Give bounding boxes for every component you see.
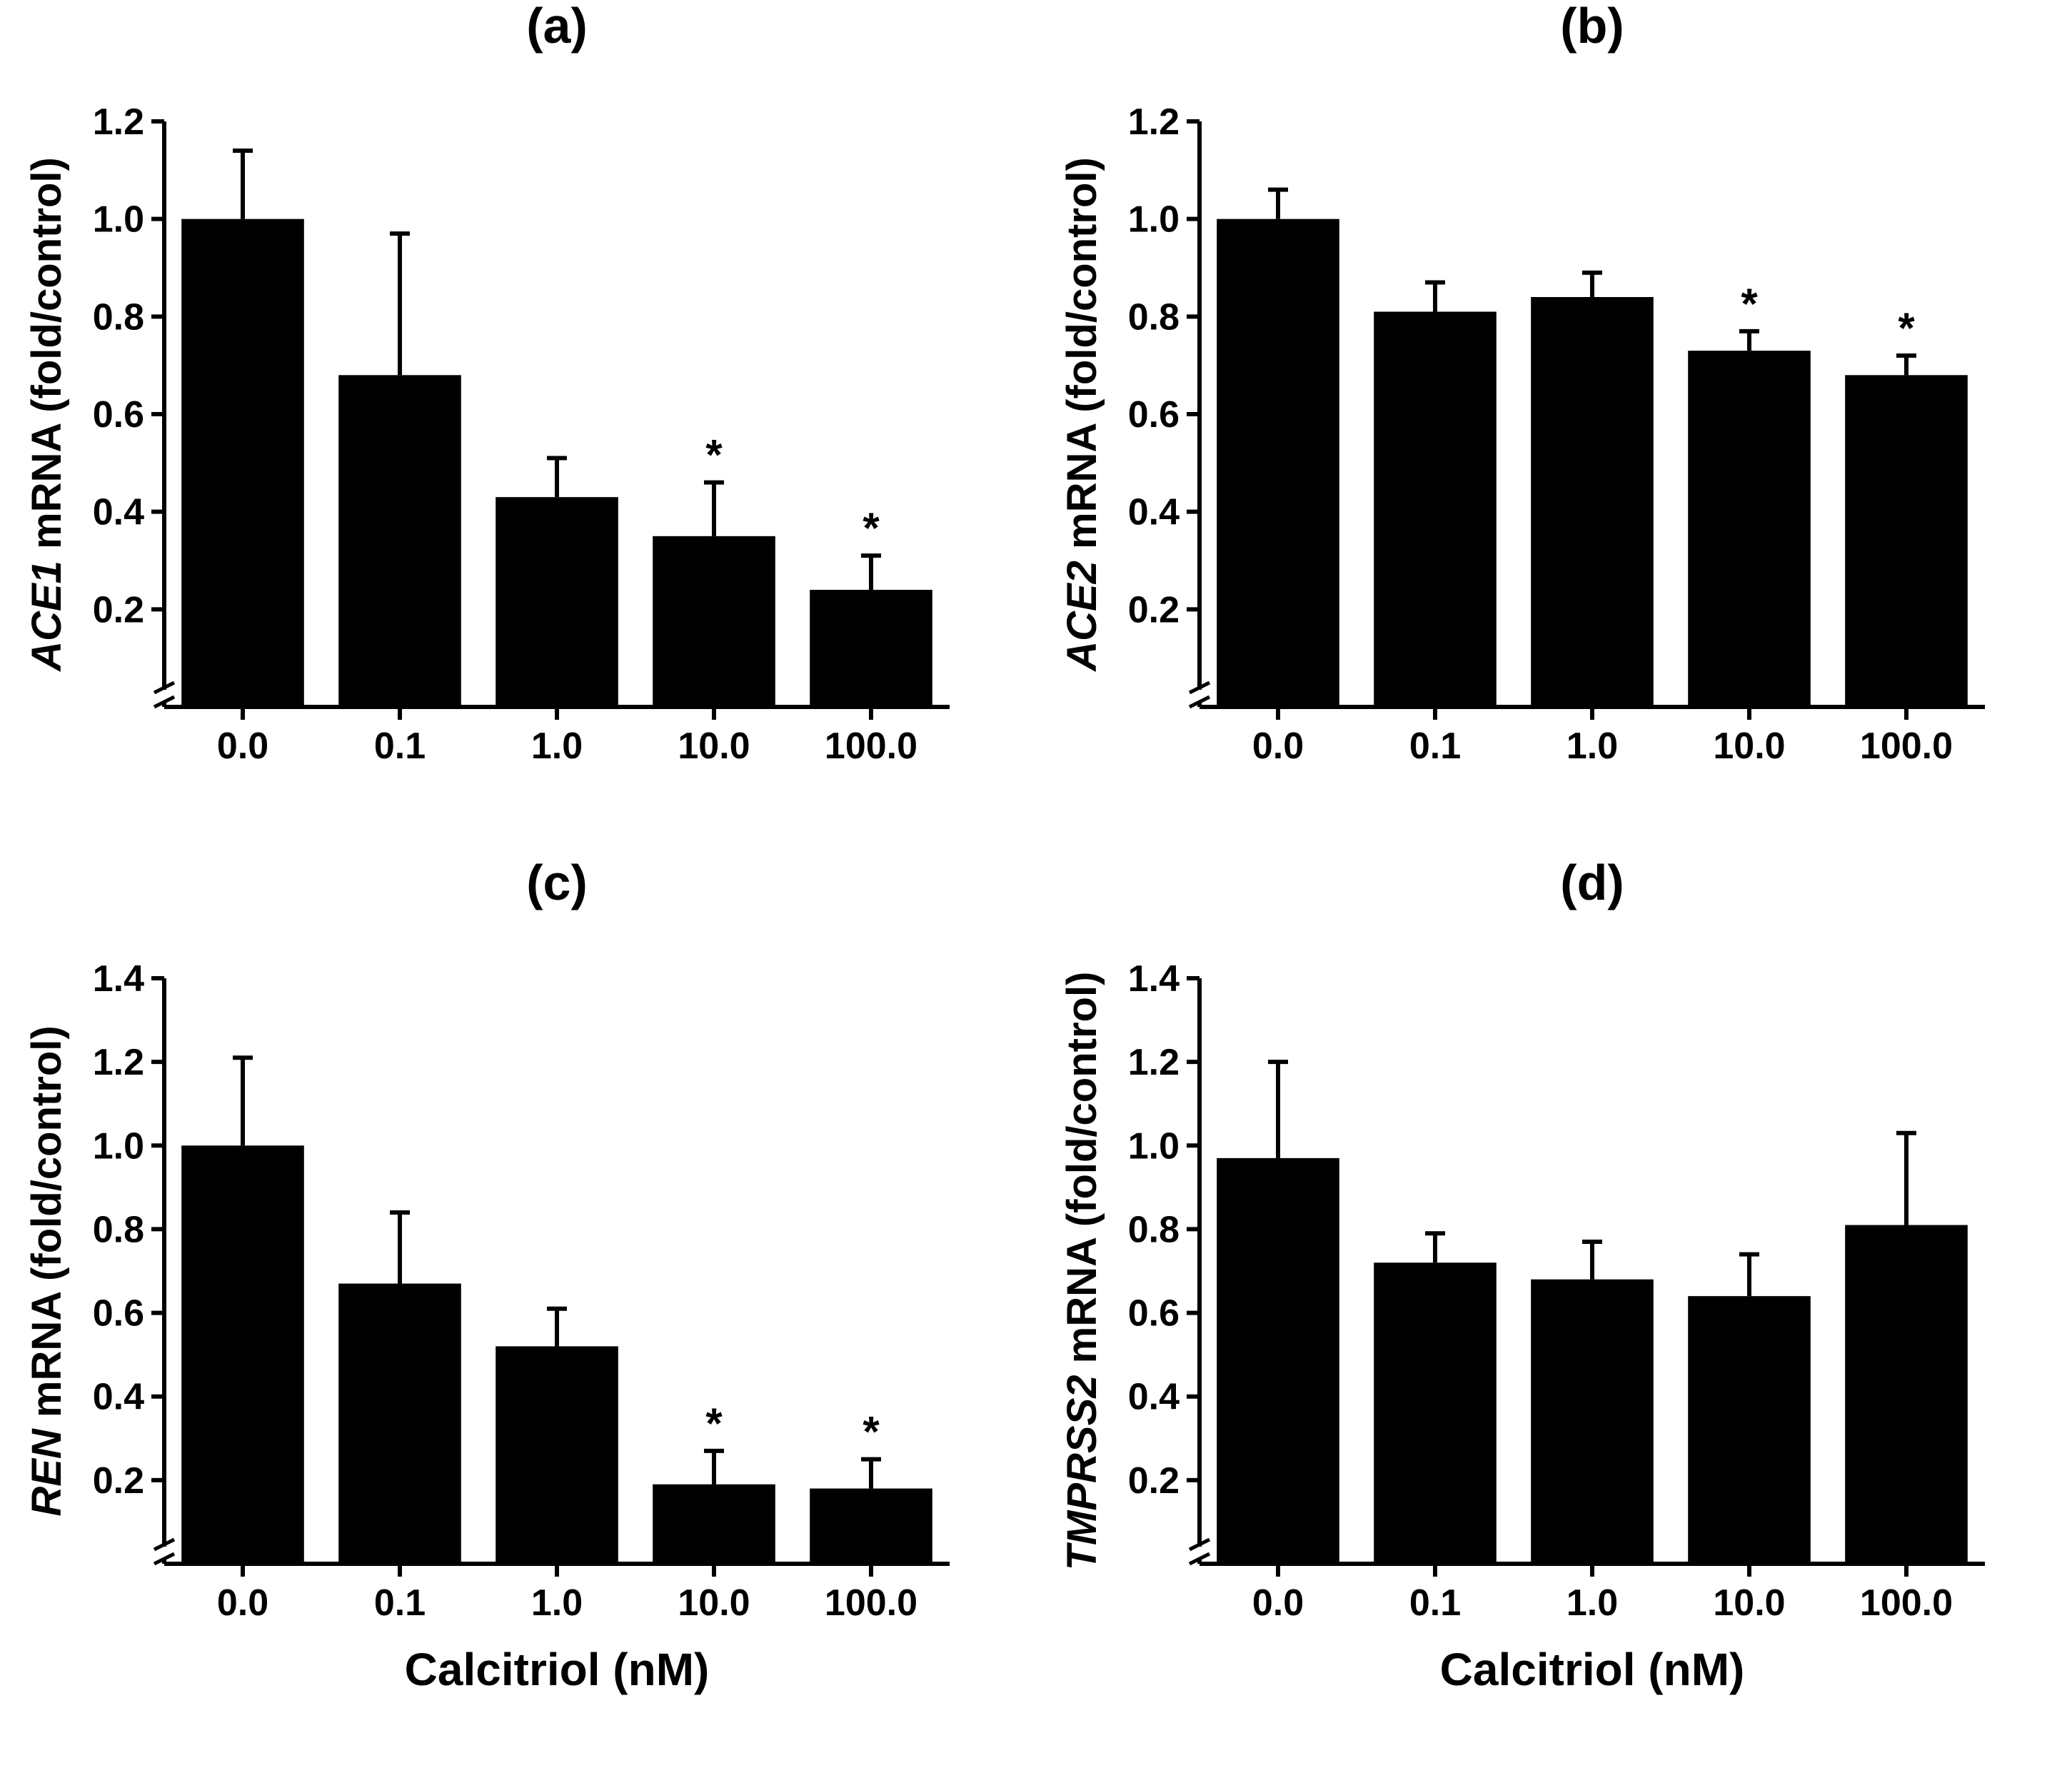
x-tick-label: 0.0 — [1252, 1582, 1304, 1624]
significance-marker: * — [705, 431, 723, 479]
panel-title-c: (c) — [526, 855, 588, 910]
y-tick-label: 1.2 — [1128, 101, 1180, 143]
y-axis-title: ACE2 mRNA (fold/control) — [1059, 157, 1105, 673]
x-tick-label: 100.0 — [825, 1582, 917, 1624]
y-tick-label: 0.2 — [93, 589, 144, 631]
y-tick-label: 1.2 — [93, 1042, 144, 1083]
x-tick-label: 0.1 — [1409, 725, 1461, 767]
y-tick-label: 1.4 — [1128, 958, 1180, 1000]
y-tick-label: 0.4 — [93, 492, 144, 533]
x-tick-label: 0.0 — [217, 1582, 268, 1624]
y-tick-label: 1.2 — [93, 101, 144, 143]
x-tick-label: 100.0 — [1860, 1582, 1953, 1624]
bar — [1688, 351, 1811, 707]
panel-title-b: (b) — [1560, 0, 1624, 54]
bar — [653, 536, 775, 707]
x-tick-label: 1.0 — [1566, 1582, 1618, 1624]
panel-title-d: (d) — [1560, 855, 1624, 910]
x-tick-label: 1.0 — [1566, 725, 1618, 767]
y-tick-label: 0.6 — [93, 394, 144, 436]
x-tick-label: 1.0 — [531, 1582, 583, 1624]
bar — [1217, 1158, 1339, 1564]
y-tick-label: 1.0 — [1128, 1125, 1180, 1167]
bar — [1217, 219, 1339, 707]
bar — [1845, 1225, 1968, 1564]
y-tick-label: 0.4 — [1128, 492, 1180, 533]
bar — [1845, 375, 1968, 707]
x-axis-title: Calcitriol (nM) — [1440, 1644, 1745, 1695]
x-tick-label: 0.0 — [1252, 725, 1304, 767]
y-tick-label: 0.2 — [93, 1460, 144, 1502]
x-tick-label: 0.1 — [374, 725, 426, 767]
bar — [181, 1145, 304, 1564]
y-tick-label: 0.4 — [1128, 1377, 1180, 1418]
panel-title-a: (a) — [526, 0, 588, 54]
x-tick-label: 0.1 — [374, 1582, 426, 1624]
bar — [1531, 297, 1654, 707]
x-tick-label: 100.0 — [1860, 725, 1953, 767]
y-tick-label: 0.8 — [93, 1209, 144, 1250]
bar — [496, 497, 618, 707]
figure-svg: (a) * * 0.2 0.4 0.6 0.8 1.0 1.2 0.0 0.1 1.0 10.0 100.… — [0, 0, 2072, 1773]
x-tick-label: 1.0 — [531, 725, 583, 767]
y-tick-label: 1.0 — [93, 199, 144, 241]
bar — [338, 1284, 461, 1564]
significance-marker: * — [1741, 280, 1758, 328]
x-tick-label: 0.1 — [1409, 1582, 1461, 1624]
y-tick-label: 0.8 — [1128, 296, 1180, 338]
bar — [338, 375, 461, 707]
y-tick-label: 1.0 — [1128, 199, 1180, 241]
x-tick-label: 0.0 — [217, 725, 268, 767]
y-tick-label: 0.8 — [1128, 1209, 1180, 1250]
y-tick-label: 0.6 — [93, 1293, 144, 1335]
bar — [1688, 1296, 1811, 1564]
y-tick-label: 1.2 — [1128, 1042, 1180, 1083]
bar — [810, 590, 932, 707]
y-axis-title: TMPRSS2 mRNA (fold/control) — [1059, 972, 1105, 1571]
significance-marker: * — [863, 1408, 880, 1456]
y-axis-title: ACE1 mRNA (fold/control) — [24, 157, 70, 673]
x-tick-label: 10.0 — [678, 1582, 750, 1624]
bar — [181, 219, 304, 707]
bar — [810, 1489, 932, 1564]
y-tick-label: 0.2 — [1128, 589, 1180, 631]
x-tick-label: 10.0 — [1713, 1582, 1785, 1624]
figure-container: (a) * * 0.2 0.4 0.6 0.8 1.0 1.2 0.0 0.1 1.0 10.0 100.… — [0, 0, 2072, 1773]
x-axis-title: Calcitriol (nM) — [405, 1644, 710, 1695]
bar — [496, 1346, 618, 1564]
y-tick-label: 1.4 — [93, 958, 144, 1000]
y-axis-title: REN mRNA (fold/control) — [24, 1025, 70, 1516]
significance-marker: * — [705, 1400, 723, 1447]
y-tick-label: 1.0 — [93, 1125, 144, 1167]
y-tick-label: 0.2 — [1128, 1460, 1180, 1502]
y-tick-label: 0.8 — [93, 296, 144, 338]
x-tick-label: 10.0 — [1713, 725, 1785, 767]
x-tick-label: 10.0 — [678, 725, 750, 767]
x-tick-label: 100.0 — [825, 725, 917, 767]
significance-marker: * — [1898, 304, 1915, 352]
bar — [1374, 1262, 1497, 1564]
bar — [1374, 312, 1497, 708]
y-tick-label: 0.6 — [1128, 1293, 1180, 1335]
bar — [1531, 1280, 1654, 1564]
significance-marker: * — [863, 504, 880, 552]
y-tick-label: 0.6 — [1128, 394, 1180, 436]
bar — [653, 1485, 775, 1564]
y-tick-label: 0.4 — [93, 1377, 144, 1418]
